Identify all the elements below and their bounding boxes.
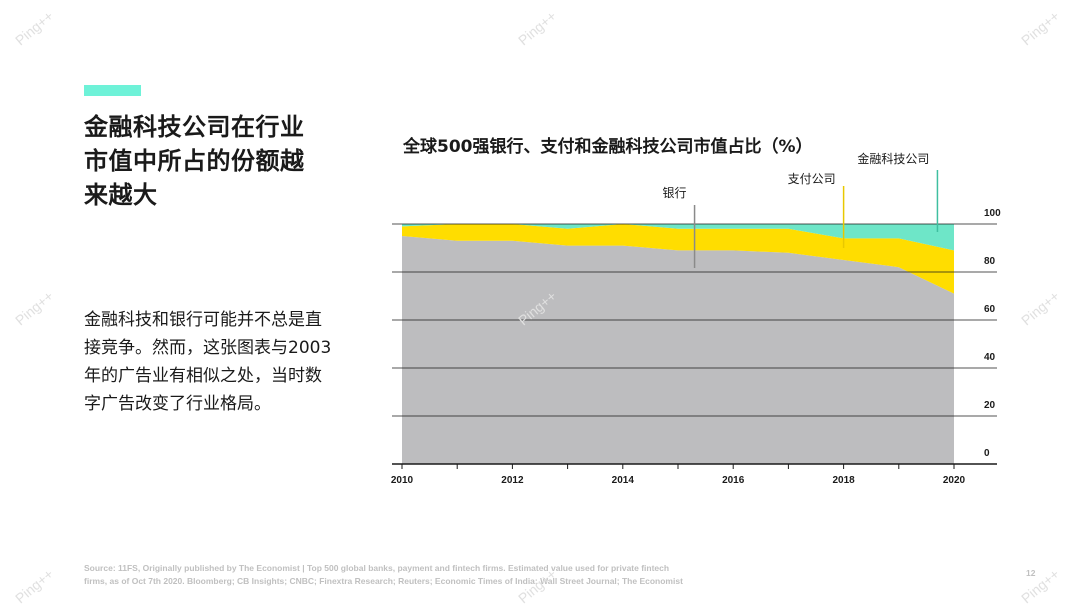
y-tick-label: 60 xyxy=(984,304,996,315)
area-series-2 xyxy=(402,224,954,251)
x-tick-label: 2010 xyxy=(391,475,414,486)
source-line-2: firms, as of Oct 7th 2020. Bloomberg; CB… xyxy=(84,576,683,586)
area-series-0 xyxy=(402,236,954,464)
body-paragraph: 金融科技和银行可能并不总是直接竞争。然而，这张图表与2003年的广告业有相似之处… xyxy=(84,310,332,414)
x-tick-label: 2016 xyxy=(722,475,745,486)
y-tick-label: 80 xyxy=(984,256,996,267)
y-tick-label: 20 xyxy=(984,400,996,411)
y-tick-label: 40 xyxy=(984,352,996,363)
accent-bar xyxy=(84,85,141,96)
source-line-1: Source: 11FS, Originally published by Th… xyxy=(84,563,670,573)
page-number: 12 xyxy=(1026,568,1036,578)
y-tick-label: 0 xyxy=(984,448,990,459)
chart-title: 全球500强银行、支付和金融科技公司市值占比（%） xyxy=(403,137,813,157)
annotation-label: 金融科技公司 xyxy=(857,151,929,166)
x-tick-label: 2012 xyxy=(501,475,524,486)
page-title: 金融科技公司在行业市值中所占的份额越来越大 xyxy=(84,113,305,209)
x-tick-label: 2020 xyxy=(943,475,966,486)
x-tick-label: 2014 xyxy=(612,475,635,486)
y-tick-label: 100 xyxy=(984,208,1001,219)
source-note: Source: 11FS, Originally published by Th… xyxy=(84,562,804,588)
annotation-label: 银行 xyxy=(663,186,687,200)
annotation-label: 支付公司 xyxy=(788,172,836,186)
area-series-1 xyxy=(402,224,954,294)
x-tick-label: 2018 xyxy=(832,475,855,486)
